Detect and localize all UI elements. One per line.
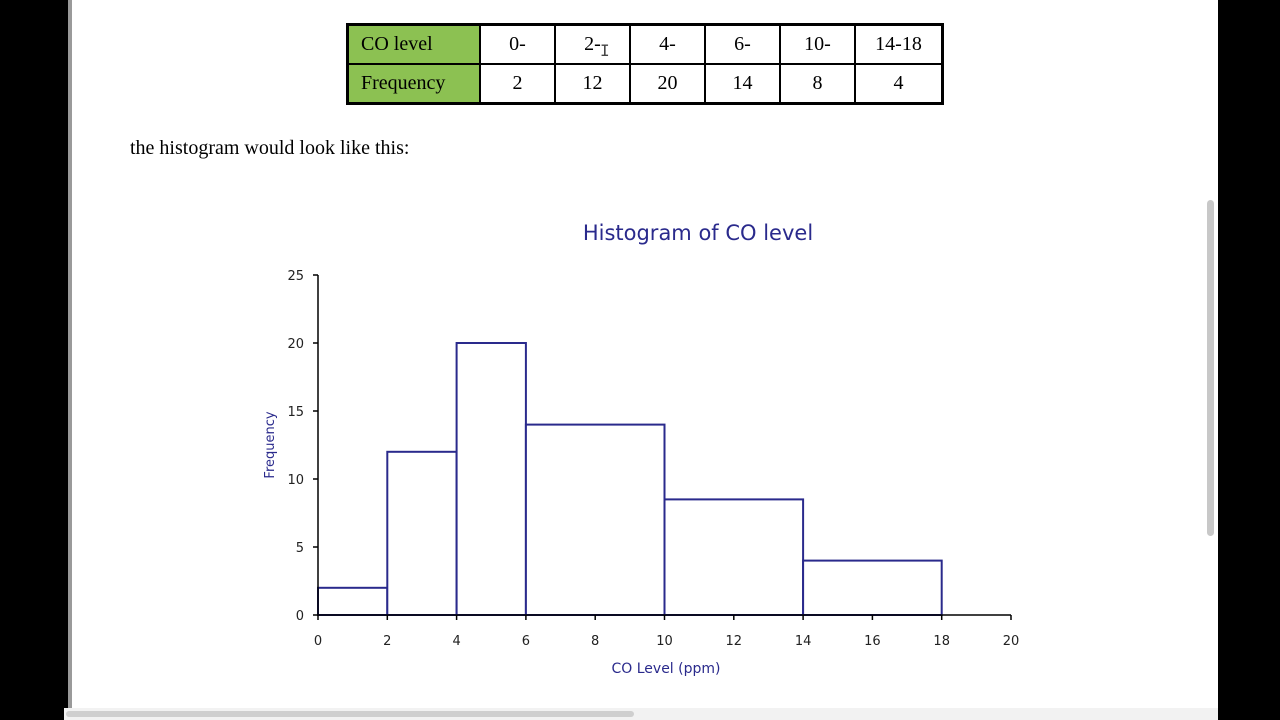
x-tick-label: 20 <box>1003 634 1020 649</box>
y-tick-label: 25 <box>287 269 304 284</box>
frequency-cell: 2 <box>479 63 556 105</box>
intro-text: the histogram would look like this: <box>130 137 410 159</box>
histogram-bar <box>802 559 943 617</box>
x-axis-label: CO Level (ppm) <box>612 661 721 677</box>
x-tick-label: 4 <box>452 634 460 649</box>
document-page: CO level 0- 2- 4- 6- 10- 14-18 Frequency… <box>68 0 1208 712</box>
horizontal-scrollbar[interactable] <box>64 708 1218 720</box>
histogram-bar <box>663 498 805 616</box>
interval-cell: 14-18 <box>854 23 944 65</box>
x-tick-label: 8 <box>591 634 599 649</box>
histogram-bar <box>386 450 458 616</box>
interval-cell: 10- <box>779 23 856 65</box>
y-tick-label: 10 <box>287 473 304 488</box>
vertical-scrollbar-thumb[interactable] <box>1207 200 1214 536</box>
y-axis-label: Frequency <box>263 411 278 478</box>
y-tick-label: 5 <box>296 541 304 556</box>
frequency-cell: 14 <box>704 63 781 105</box>
frequency-cell: 4 <box>854 63 944 105</box>
vertical-scrollbar[interactable] <box>1204 0 1218 712</box>
x-tick-label: 0 <box>314 634 322 649</box>
frequency-cell: 20 <box>629 63 706 105</box>
histogram-bar <box>524 423 666 616</box>
text-cursor-icon: I <box>600 41 610 60</box>
y-tick-label: 0 <box>296 609 304 624</box>
frequency-table: CO level 0- 2- 4- 6- 10- 14-18 Frequency… <box>346 23 944 105</box>
row-header-co-level: CO level <box>346 23 481 65</box>
y-tick-label: 20 <box>287 337 304 352</box>
interval-cell: 2- <box>554 23 631 65</box>
x-tick-label: 14 <box>795 634 812 649</box>
frequency-cell: 8 <box>779 63 856 105</box>
histogram-bar <box>455 342 527 616</box>
x-tick-label: 12 <box>726 634 743 649</box>
table-row: Frequency 2 12 20 14 8 4 <box>346 63 944 105</box>
interval-cell: 0- <box>479 23 556 65</box>
horizontal-scrollbar-thumb[interactable] <box>66 711 634 717</box>
x-tick-label: 18 <box>933 634 950 649</box>
interval-cell: 4- <box>629 23 706 65</box>
chart-title: Histogram of CO level <box>583 221 813 245</box>
x-tick-label: 6 <box>522 634 530 649</box>
histogram-bar <box>317 586 389 616</box>
frequency-cell: 12 <box>554 63 631 105</box>
table-row: CO level 0- 2- 4- 6- 10- 14-18 <box>346 23 944 65</box>
histogram-chart: Histogram of CO level Frequency CO Level… <box>263 221 1019 677</box>
x-tick-label: 2 <box>383 634 391 649</box>
interval-cell: 6- <box>704 23 781 65</box>
y-tick-label: 15 <box>287 405 304 420</box>
bars-group <box>317 342 943 617</box>
row-header-frequency: Frequency <box>346 63 481 105</box>
x-tick-label: 16 <box>864 634 881 649</box>
x-tick-label: 10 <box>656 634 673 649</box>
axes-group: 0 2 4 6 8 10 12 14 16 18 20 0 5 10 15 20 25 <box>287 269 1019 649</box>
